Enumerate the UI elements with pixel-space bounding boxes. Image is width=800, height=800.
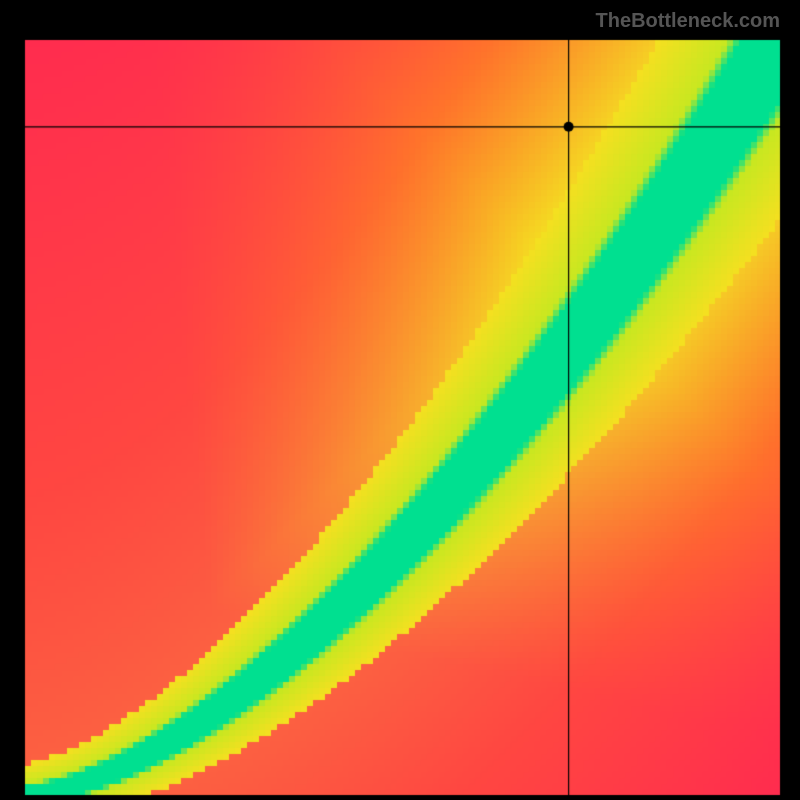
watermark-text: TheBottleneck.com <box>596 10 780 33</box>
chart-container: TheBottleneck.com <box>0 0 800 800</box>
heatmap-canvas <box>0 0 800 800</box>
